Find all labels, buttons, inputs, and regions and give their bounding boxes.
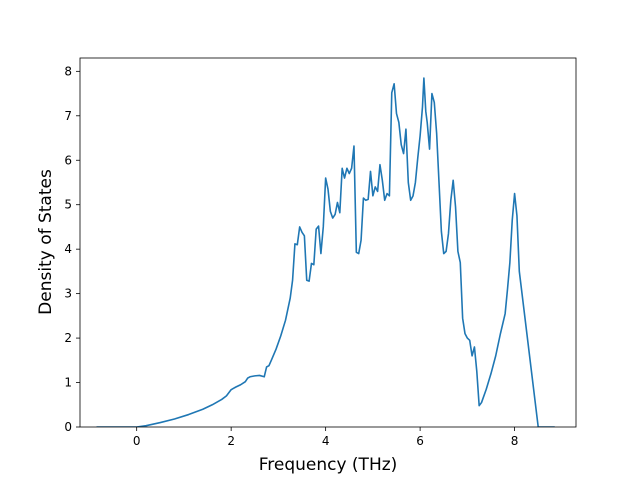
y-tick-label: 2	[64, 331, 72, 345]
y-tick-label: 1	[64, 376, 72, 390]
axes-layer	[79, 57, 577, 428]
y-tick-label: 4	[64, 242, 72, 256]
y-tick-label: 7	[64, 109, 72, 123]
y-tick-label: 6	[64, 153, 72, 167]
y-tick-label: 0	[64, 420, 72, 434]
x-tick-label: 6	[416, 434, 424, 448]
x-axis-label: Frequency (THz)	[259, 455, 398, 475]
axes-frame	[79, 57, 577, 428]
x-tick-label: 4	[322, 434, 330, 448]
x-tick-label: 8	[511, 434, 519, 448]
y-axis-label: Density of States	[36, 169, 56, 315]
x-tick-label: 2	[227, 434, 235, 448]
y-tick-label: 5	[64, 198, 72, 212]
y-tick-label: 3	[64, 287, 72, 301]
plot-layer	[96, 77, 555, 427]
x-tick-label: 0	[133, 434, 141, 448]
ticks-layer: 0 2 4 6 8 0 1 2 3 4 5 6 7 8	[64, 64, 518, 448]
dos-series-line-0	[96, 77, 555, 427]
y-tick-label: 8	[64, 64, 72, 78]
